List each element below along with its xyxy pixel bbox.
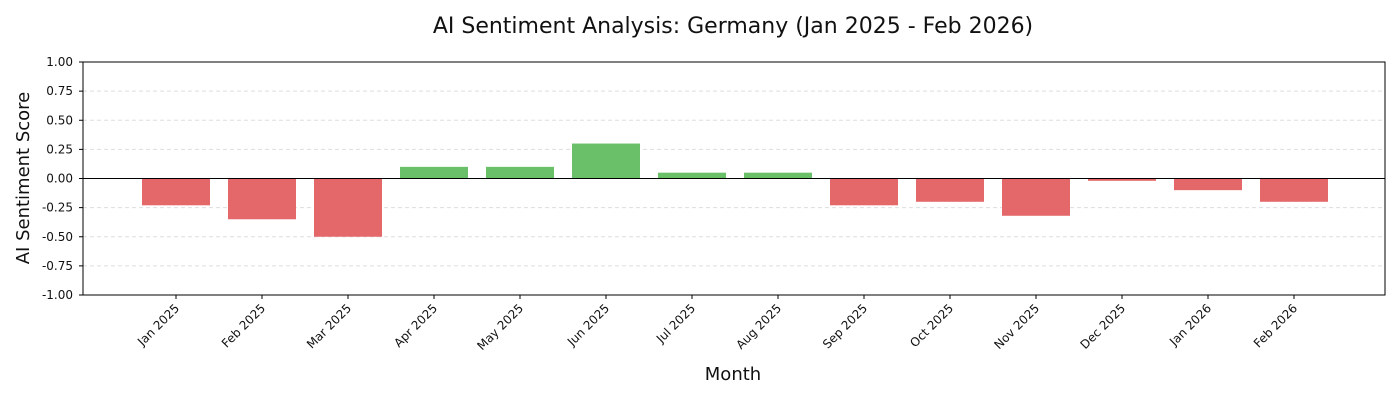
- x-tick-label: Nov 2025: [991, 301, 1042, 352]
- y-tick-label: 0.75: [46, 84, 73, 98]
- x-tick-label: Jun 2025: [564, 301, 612, 349]
- x-axis-label: Month: [705, 364, 761, 385]
- bars: [142, 143, 1328, 237]
- y-tick-label: -0.50: [42, 230, 73, 244]
- grid-lines: [83, 90, 1385, 267]
- bar: [830, 178, 898, 206]
- bar: [658, 172, 726, 179]
- y-tick-label: 0.50: [46, 113, 73, 127]
- x-tick-label: Oct 2025: [907, 301, 956, 350]
- x-tick-label: Sep 2025: [820, 301, 870, 351]
- y-tick-label: 0.00: [46, 172, 73, 186]
- bar: [1260, 178, 1328, 202]
- y-tick-label: 0.25: [46, 142, 73, 156]
- bar: [1174, 178, 1242, 191]
- bar: [142, 178, 210, 206]
- bar: [314, 178, 382, 237]
- x-tick-label: Aug 2025: [733, 301, 784, 352]
- bar: [486, 166, 554, 179]
- chart-title: AI Sentiment Analysis: Germany (Jan 2025…: [433, 14, 1033, 39]
- y-axis-label: AI Sentiment Score: [13, 92, 34, 265]
- bar: [744, 172, 812, 179]
- y-tick-label: -0.75: [42, 259, 73, 273]
- x-tick-label: Jan 2026: [1166, 301, 1214, 349]
- x-tick-label: Dec 2025: [1078, 301, 1129, 352]
- bar: [1002, 178, 1070, 216]
- x-tick-label: Jan 2025: [134, 301, 182, 349]
- x-tick-label: Feb 2026: [1251, 301, 1300, 350]
- bar: [1088, 178, 1156, 181]
- bar: [400, 166, 468, 179]
- bar: [228, 178, 296, 220]
- y-axis-ticks: 1.00 0.75 0.50 0.25 0.00 -0.25 -0.50 -0.75 -1.00: [42, 55, 83, 302]
- x-tick-label: May 2025: [474, 301, 526, 353]
- y-tick-label: 1.00: [46, 55, 73, 69]
- x-tick-label: Feb 2025: [219, 301, 268, 350]
- x-tick-label: Apr 2025: [391, 301, 440, 350]
- bar: [572, 143, 640, 179]
- y-tick-label: -0.25: [42, 201, 73, 215]
- bar: [916, 178, 984, 202]
- x-tick-label: Jul 2025: [653, 301, 698, 346]
- y-tick-label: -1.00: [42, 288, 73, 302]
- x-tick-label: Mar 2025: [304, 301, 354, 351]
- x-axis-ticks: Jan 2025 Feb 2025 Mar 2025 Apr 2025 May 2025…: [134, 295, 1300, 353]
